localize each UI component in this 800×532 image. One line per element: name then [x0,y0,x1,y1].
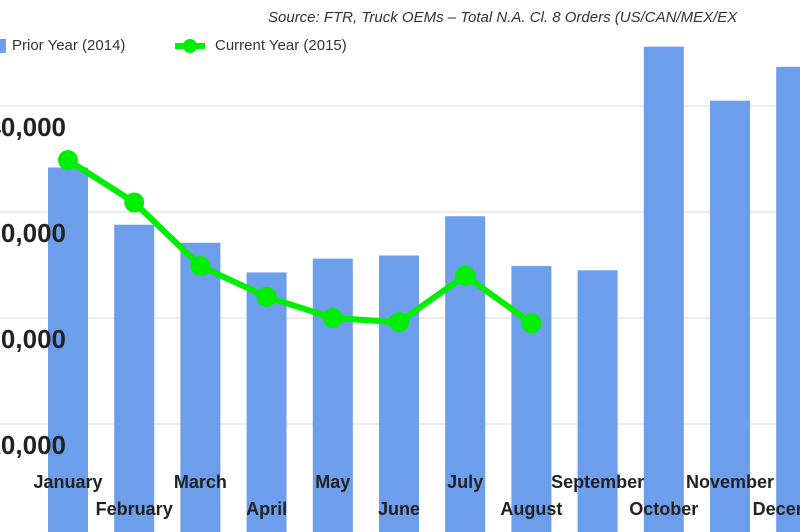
x-tick-label: April [246,499,287,519]
x-tick-label: May [315,472,350,492]
point [58,150,78,171]
x-tick-label: December [753,499,800,519]
y-tick-label: 10,000 [0,430,66,460]
x-tick-label: November [686,472,774,492]
bar [312,258,353,532]
x-tick-label: October [629,499,698,519]
bar [710,100,750,532]
point [124,192,145,213]
y-tick-label: 40,000 [0,112,66,142]
x-tick-label: January [33,472,102,492]
y-tick-label: 30,000 [0,218,66,248]
x-tick-label: September [551,472,644,492]
x-tick-label: July [447,472,483,492]
bar [180,242,221,532]
point [455,265,476,286]
bar [48,167,88,532]
chart-title: Source: FTR, Truck OEMs – Total N.A. Cl.… [268,9,738,26]
bar [511,266,552,532]
point [521,313,542,334]
legend-label: Prior Year (2014) [12,37,125,54]
point [190,256,211,277]
point [322,308,343,328]
bar [643,46,684,532]
y-tick-label: 20,000 [0,324,66,354]
legend-label: Current Year (2015) [215,37,347,54]
bar [114,224,155,532]
point [389,312,409,333]
line [66,157,534,326]
bar [577,270,618,532]
bar [776,66,800,532]
x-tick-label: February [96,499,173,519]
bar [379,255,419,532]
legend-swatch [183,39,197,53]
bar [246,272,287,532]
point [256,286,277,307]
x-tick-label: March [174,472,227,492]
x-tick-label: August [500,499,562,519]
x-tick-label: June [378,499,420,519]
legend-swatch [0,39,6,53]
